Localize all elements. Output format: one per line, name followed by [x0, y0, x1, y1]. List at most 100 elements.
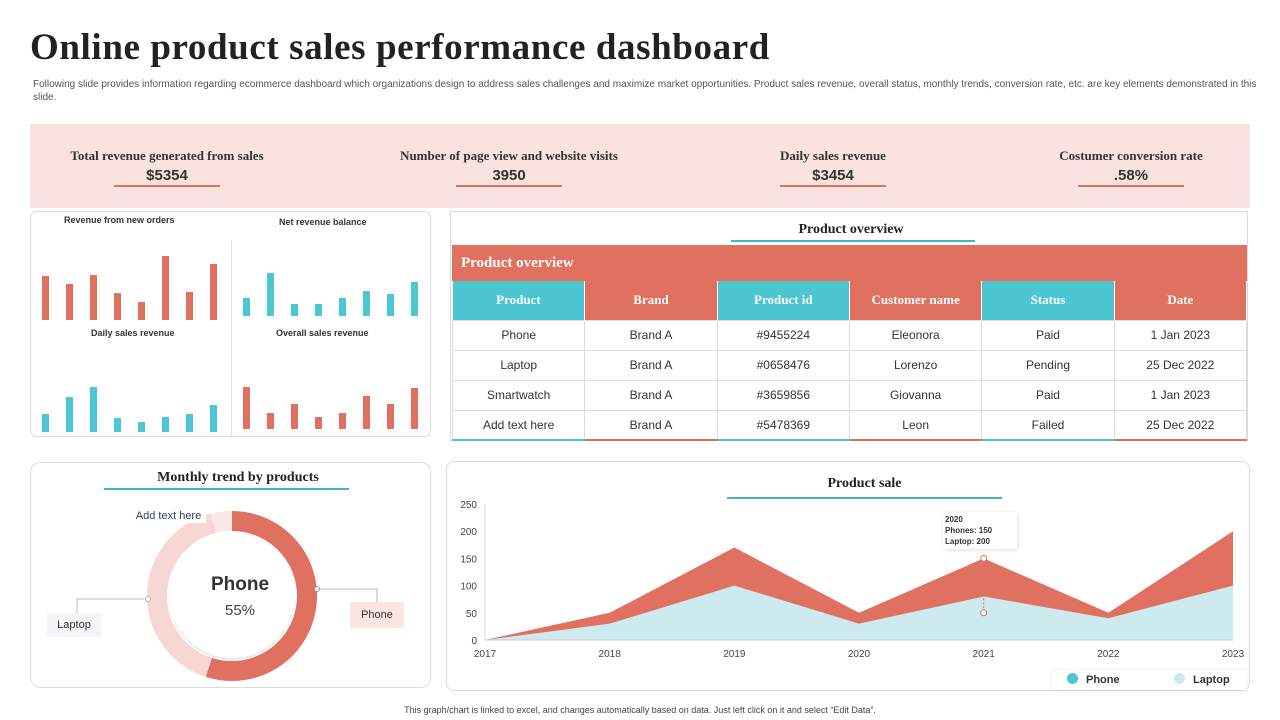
revenue-new-orders-bar — [114, 293, 121, 320]
x-tick-label: 2017 — [474, 649, 497, 660]
donut-center-label: Phone — [210, 574, 270, 595]
overall-sales-bar — [363, 396, 370, 429]
revenue-new-orders-bar — [210, 264, 217, 320]
callout-leader-right — [317, 588, 378, 603]
cell-product[interactable]: Add text here — [451, 409, 586, 441]
net-revenue-bar — [411, 282, 418, 316]
callout-dot-left — [145, 596, 151, 602]
donut-center — [170, 534, 294, 658]
column-header[interactable]: Status — [981, 281, 1115, 320]
legend-label: Phone — [1086, 674, 1120, 686]
legend-phone-dot — [1067, 673, 1078, 684]
tooltip-laptop: Laptop: 200 — [945, 537, 990, 546]
daily-sales-bar — [66, 397, 73, 432]
revenue-new-orders-bar — [90, 275, 97, 320]
donut-segment-phone — [205, 511, 317, 681]
table-row[interactable]: Phone Brand A #9455224 Eleonora Paid 1 J… — [451, 319, 1248, 351]
kpi-value: $3454 — [780, 167, 886, 187]
kpi-total-revenue: Total revenue generated from sales $5354 — [17, 148, 317, 187]
kpi-label: Daily sales revenue — [780, 148, 886, 163]
table-banner: Product overview — [452, 245, 1247, 281]
overall-sales-bar — [315, 417, 322, 429]
column-header[interactable]: Brand — [584, 281, 718, 320]
kpi-daily-sales: Daily sales revenue $3454 — [683, 148, 983, 187]
cell-product: Smartwatch — [451, 379, 586, 411]
mini-chart-title: Revenue from new orders — [64, 215, 175, 225]
x-tick-label: 2023 — [1222, 649, 1245, 660]
x-tick-label: 2020 — [848, 649, 871, 660]
revenue-new-orders-bar — [66, 284, 73, 320]
donut-chart[interactable] — [31, 463, 432, 689]
daily-sales-bar — [138, 422, 145, 432]
panel-divider — [231, 240, 232, 436]
heading-underline — [727, 497, 1002, 499]
cell-customer: Giovanna — [848, 379, 983, 411]
kpi-conversion-rate: Costumer conversion rate .58% — [981, 148, 1280, 187]
callout-add-text[interactable]: Add text here — [131, 510, 206, 523]
area-series-laptop — [485, 585, 1233, 640]
net-revenue-bar — [291, 304, 298, 316]
cell-customer: Lorenzo — [848, 349, 983, 381]
legend-label: Laptop — [1193, 674, 1230, 686]
cell-brand: Brand A — [584, 349, 718, 381]
footer-note: This graph/chart is linked to excel, and… — [404, 705, 876, 715]
overall-sales-bar — [339, 413, 346, 429]
net-revenue-bar — [387, 294, 394, 316]
table-header-row: Product Brand Product id Customer name S… — [452, 281, 1248, 320]
table-row[interactable]: Laptop Brand A #0658476 Lorenzo Pending … — [451, 349, 1248, 381]
net-revenue-bar — [243, 298, 250, 316]
mini-chart-title: Overall sales revenue — [276, 328, 369, 338]
kpi-label: Number of page view and website visits — [400, 148, 618, 163]
x-tick-label: 2021 — [973, 649, 996, 660]
callout-laptop: Laptop — [47, 613, 101, 637]
revenue-new-orders-bar — [138, 302, 145, 320]
kpi-band: Total revenue generated from sales $5354… — [30, 124, 1250, 208]
overall-sales-bar — [243, 387, 250, 429]
column-header[interactable]: Product id — [717, 281, 850, 320]
donut-segment-other — [210, 511, 233, 534]
column-header[interactable]: Product — [452, 281, 586, 320]
cell-product-id: #3659856 — [716, 379, 850, 411]
tooltip-phones: Phones: 150 — [945, 526, 993, 535]
kpi-label: Costumer conversion rate — [1059, 148, 1203, 163]
legend-item-laptop[interactable]: Laptop — [1174, 673, 1230, 686]
cell-status: Failed — [981, 409, 1115, 441]
page-subtitle: Following slide provides information reg… — [33, 79, 1257, 103]
product-table: Product Brand Product id Customer name S… — [451, 281, 1248, 441]
y-tick-label: 200 — [460, 527, 477, 538]
y-tick-label: 0 — [471, 636, 477, 647]
monthly-trend-panel: Monthly trend by products Phone 55% Add … — [30, 462, 431, 688]
net-revenue-bar — [339, 298, 346, 316]
mini-charts-panel: Revenue from new orders Net revenue bala… — [30, 211, 431, 437]
cell-brand: Brand A — [584, 319, 718, 351]
daily-sales-bar — [210, 405, 217, 432]
product-sale-area-chart[interactable]: 0 50 100 150 200 250 2017 2018 2019 2020 2021 2022 2… — [447, 462, 1251, 692]
table-row[interactable]: Smartwatch Brand A #3659856 Giovanna Pai… — [451, 379, 1248, 411]
product-sale-panel: Product sale 0 50 100 150 200 250 2017 2018 2019… — [446, 461, 1250, 691]
overall-sales-bar — [291, 404, 298, 429]
column-header[interactable]: Date — [1114, 281, 1248, 320]
cell-status: Paid — [981, 319, 1115, 351]
mini-chart-title: Net revenue balance — [279, 217, 367, 227]
product-overview-heading: Product overview — [798, 222, 904, 237]
kpi-value: .58% — [1078, 167, 1184, 187]
cell-date: 1 Jan 2023 — [1113, 319, 1248, 351]
y-tick-label: 50 — [466, 609, 478, 620]
product-sale-heading: Product sale — [827, 476, 902, 491]
table-row[interactable]: Add text here Brand A #5478369 Leon Fail… — [451, 409, 1248, 441]
revenue-new-orders-bar — [42, 276, 49, 320]
cell-customer: Eleonora — [848, 319, 983, 351]
kpi-value: $5354 — [114, 167, 220, 187]
cell-product-id: #0658476 — [716, 349, 850, 381]
cell-brand: Brand A — [584, 379, 718, 411]
callout-dot-right — [314, 586, 320, 592]
kpi-value: 3950 — [456, 167, 562, 187]
mini-chart-title: Daily sales revenue — [91, 328, 175, 338]
column-header[interactable]: Customer name — [849, 281, 983, 320]
callout-leader-left — [76, 598, 148, 613]
cell-date: 25 Dec 2022 — [1113, 409, 1248, 441]
cell-brand: Brand A — [584, 409, 718, 441]
product-overview-panel: Product overview Product overview Produc… — [450, 211, 1248, 441]
legend-item-phone[interactable]: Phone — [1067, 673, 1120, 686]
x-tick-label: 2018 — [599, 649, 622, 660]
